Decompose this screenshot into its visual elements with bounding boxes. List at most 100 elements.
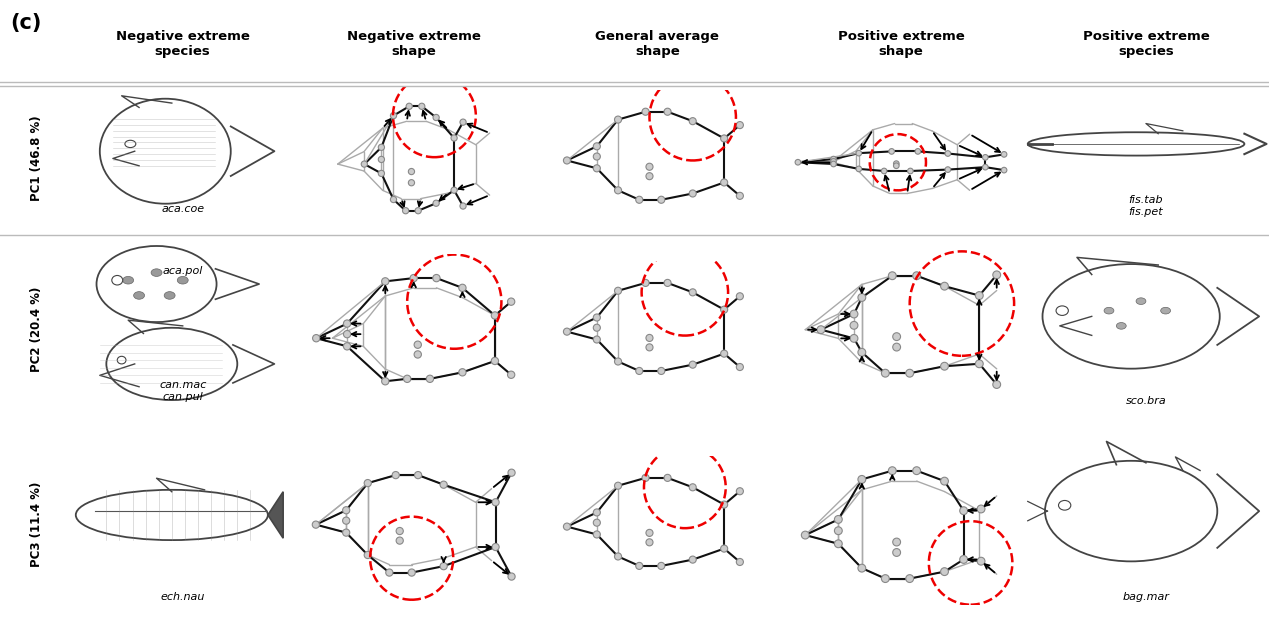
Circle shape (378, 171, 385, 176)
Circle shape (594, 324, 600, 331)
Circle shape (344, 330, 350, 338)
Circle shape (892, 548, 901, 557)
Circle shape (492, 499, 499, 506)
Circle shape (689, 484, 697, 491)
Circle shape (888, 148, 895, 154)
Circle shape (857, 150, 862, 156)
Circle shape (940, 477, 948, 485)
Circle shape (642, 108, 648, 115)
Circle shape (992, 380, 1001, 389)
Circle shape (459, 284, 466, 292)
Ellipse shape (1136, 298, 1146, 304)
Circle shape (721, 179, 727, 186)
Circle shape (657, 562, 665, 569)
Circle shape (594, 314, 600, 321)
Circle shape (364, 479, 372, 487)
Circle shape (459, 368, 466, 376)
Circle shape (850, 321, 858, 329)
Circle shape (419, 103, 425, 110)
Circle shape (391, 197, 397, 203)
Circle shape (940, 282, 948, 290)
Circle shape (508, 371, 515, 378)
Circle shape (888, 272, 896, 280)
Circle shape (912, 272, 920, 280)
Circle shape (831, 161, 836, 167)
Ellipse shape (178, 276, 188, 284)
Text: Positive extreme
species: Positive extreme species (1082, 30, 1209, 58)
Circle shape (563, 523, 571, 530)
Circle shape (344, 320, 350, 327)
Circle shape (312, 521, 320, 528)
Circle shape (906, 574, 914, 583)
Circle shape (992, 271, 1001, 279)
Circle shape (858, 564, 865, 572)
Circle shape (721, 545, 727, 552)
Circle shape (343, 507, 350, 514)
Circle shape (594, 519, 600, 526)
Circle shape (977, 505, 985, 513)
Circle shape (409, 569, 415, 576)
Ellipse shape (124, 140, 136, 148)
Circle shape (614, 553, 622, 560)
Circle shape (646, 344, 654, 351)
Circle shape (977, 557, 985, 565)
Circle shape (614, 482, 622, 489)
Circle shape (636, 368, 643, 375)
Circle shape (415, 472, 421, 479)
Circle shape (882, 574, 890, 583)
Circle shape (892, 343, 901, 351)
Circle shape (415, 207, 421, 214)
Circle shape (563, 157, 571, 164)
Text: PC2 (20.4 %): PC2 (20.4 %) (30, 287, 43, 372)
Circle shape (646, 172, 654, 179)
Circle shape (940, 567, 948, 576)
Circle shape (907, 168, 914, 174)
Circle shape (646, 539, 654, 546)
Ellipse shape (151, 269, 162, 276)
Circle shape (614, 358, 622, 365)
Circle shape (858, 349, 865, 356)
Circle shape (982, 164, 989, 170)
Ellipse shape (1117, 323, 1126, 329)
Circle shape (378, 144, 385, 150)
Circle shape (459, 203, 466, 209)
Circle shape (402, 207, 409, 214)
Circle shape (850, 310, 858, 318)
Circle shape (915, 148, 921, 154)
Circle shape (459, 119, 466, 126)
Circle shape (614, 187, 622, 194)
Circle shape (831, 157, 836, 162)
Circle shape (344, 342, 350, 350)
Circle shape (440, 562, 447, 570)
Circle shape (426, 375, 434, 382)
Circle shape (796, 159, 801, 165)
Circle shape (396, 527, 404, 534)
Circle shape (664, 474, 671, 481)
Ellipse shape (1056, 306, 1068, 315)
Ellipse shape (112, 275, 123, 285)
Text: General average
shape: General average shape (595, 30, 720, 58)
Circle shape (721, 501, 727, 508)
Circle shape (959, 507, 967, 515)
Ellipse shape (123, 276, 133, 284)
Circle shape (594, 165, 600, 172)
Circle shape (906, 369, 914, 377)
Circle shape (614, 287, 622, 294)
Polygon shape (268, 492, 283, 538)
Circle shape (450, 187, 457, 193)
Circle shape (689, 556, 697, 563)
Circle shape (491, 358, 499, 365)
Text: Negative extreme
species: Negative extreme species (115, 30, 250, 58)
Circle shape (657, 368, 665, 375)
Ellipse shape (1104, 307, 1114, 314)
Circle shape (343, 529, 350, 536)
Circle shape (450, 135, 457, 141)
Text: Positive extreme
shape: Positive extreme shape (838, 30, 964, 58)
Text: PC1 (46.8 %): PC1 (46.8 %) (30, 115, 43, 202)
Text: can.mac
can.pul: can.mac can.pul (159, 380, 207, 402)
Circle shape (945, 167, 950, 172)
Circle shape (882, 369, 890, 377)
Circle shape (433, 200, 439, 206)
Circle shape (912, 467, 920, 475)
Circle shape (736, 488, 744, 495)
